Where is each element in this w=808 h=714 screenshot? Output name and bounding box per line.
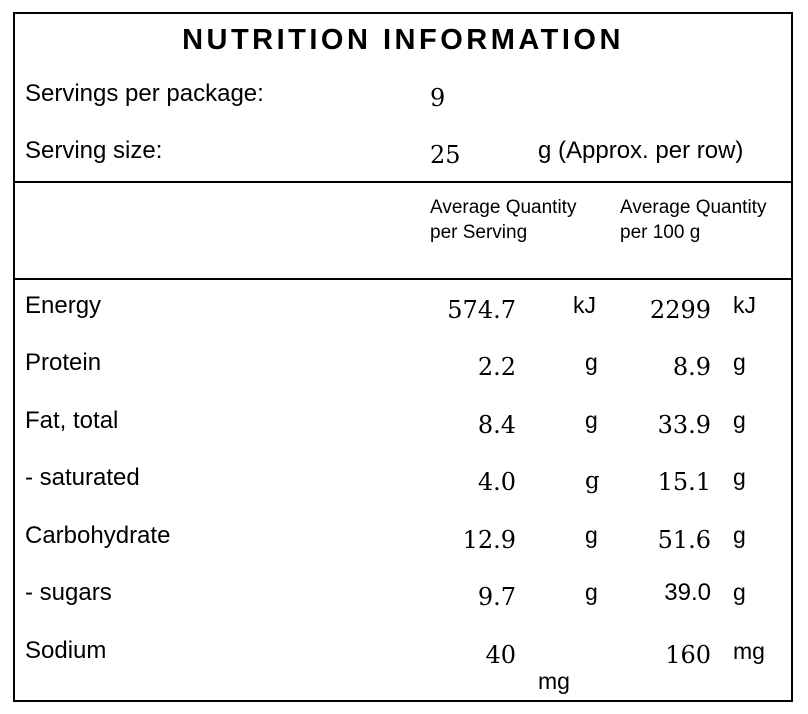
- sodium-per-serving: 40: [485, 641, 516, 669]
- fat-total-per-100g: 33.9: [657, 411, 711, 439]
- col-header-per-100g: Average Quantity per 100 g: [620, 197, 767, 243]
- row-label-protein: Protein: [25, 349, 102, 376]
- serving-size-value: 25: [430, 141, 461, 169]
- divider-header: [15, 278, 791, 280]
- sodium-per-serving-unit: mg: [538, 668, 570, 694]
- sugars-per-serving-unit: g: [585, 579, 598, 605]
- row-label-carbohydrate: Carbohydrate: [25, 522, 171, 549]
- servings-label: Servings per package:: [25, 80, 264, 107]
- saturated-per-100g: 15.1: [657, 468, 711, 496]
- carbohydrate-per-serving-unit: g: [585, 522, 598, 548]
- energy-per-100g: 2299: [649, 296, 711, 324]
- fat-total-per-serving-unit: g: [585, 407, 598, 433]
- protein-per-100g-unit: g: [733, 349, 746, 375]
- fat-total-per-100g-unit: g: [733, 407, 746, 433]
- row-label-energy: Energy: [25, 292, 102, 319]
- row-label-sodium: Sodium: [25, 637, 107, 664]
- row-label-saturated: - saturated: [25, 464, 140, 491]
- row-label-sugars: - sugars: [25, 579, 112, 606]
- panel-title: NUTRITION INFORMATION: [182, 24, 624, 56]
- row-label-fat-total: Fat, total: [25, 407, 119, 434]
- col-header-per-serving: Average Quantity per Serving: [430, 197, 577, 243]
- fat-total-per-serving: 8.4: [477, 411, 516, 439]
- protein-per-100g: 8.9: [672, 353, 711, 381]
- energy-per-100g-unit: kJ: [733, 292, 756, 318]
- carbohydrate-per-serving: 12.9: [462, 526, 516, 554]
- sugars-per-serving: 9.7: [477, 583, 516, 611]
- sugars-per-100g: 39.0: [664, 579, 711, 606]
- serving-size-label: Serving size:: [25, 137, 163, 164]
- sodium-per-100g: 160: [665, 641, 711, 669]
- carbohydrate-per-100g: 51.6: [657, 526, 711, 554]
- carbohydrate-per-100g-unit: g: [733, 522, 746, 548]
- divider-top: [15, 181, 791, 183]
- energy-per-serving: 574.7: [447, 296, 516, 324]
- protein-per-serving-unit: g: [585, 349, 598, 375]
- servings-value: 9: [430, 84, 446, 112]
- saturated-per-serving: 4.0: [477, 468, 516, 496]
- energy-per-serving-unit: kJ: [573, 292, 596, 318]
- sodium-per-100g-unit: mg: [733, 638, 765, 664]
- sugars-per-100g-unit: g: [733, 579, 746, 605]
- nutrition-panel: NUTRITION INFORMATION Servings per packa…: [13, 12, 793, 702]
- protein-per-serving: 2.2: [477, 353, 516, 381]
- saturated-per-serving-unit: g: [585, 468, 600, 494]
- saturated-per-100g-unit: g: [733, 464, 746, 490]
- serving-size-unit: g (Approx. per row): [538, 137, 744, 164]
